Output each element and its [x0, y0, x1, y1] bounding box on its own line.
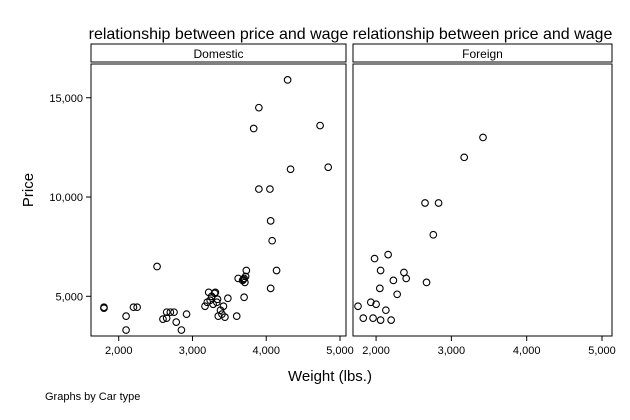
data-point-foreign: [359, 314, 368, 322]
x-tick-label-foreign: 4,000: [513, 345, 541, 357]
data-point-domestic: [170, 308, 178, 317]
data-point-foreign: [376, 266, 385, 275]
data-point-domestic: [122, 312, 130, 320]
y-axis-title: Price: [20, 173, 37, 207]
data-point-domestic: [211, 288, 220, 297]
y-tick-label: 15,000: [49, 93, 83, 105]
data-point-domestic: [224, 294, 232, 303]
data-point-foreign: [402, 274, 411, 283]
chart-text: relationship between price and wage Domes…: [49, 26, 615, 357]
data-point-domestic: [255, 185, 263, 193]
data-point-foreign: [372, 300, 380, 309]
data-point-foreign: [460, 153, 469, 162]
data-point-domestic: [286, 165, 295, 174]
data-point-foreign: [354, 302, 362, 311]
data-point-domestic: [209, 300, 217, 309]
data-point-domestic: [212, 298, 221, 307]
data-point-domestic: [166, 308, 175, 317]
panel-title-domestic: relationship between price and wage: [89, 26, 349, 43]
data-point-domestic: [201, 302, 209, 311]
data-point-domestic: [129, 303, 138, 312]
data-point-foreign: [421, 199, 429, 207]
x-tick-label-domestic: 3,000: [179, 345, 207, 357]
data-point-domestic: [133, 303, 141, 312]
data-point-foreign: [387, 316, 395, 324]
x-tick-label-foreign: 5,000: [588, 345, 616, 357]
data-point-domestic: [100, 303, 108, 312]
x-tick-label-foreign: 2,000: [362, 345, 390, 357]
data-point-foreign: [429, 230, 438, 239]
y-tick-label: 10,000: [49, 192, 83, 204]
x-tick-label-foreign: 3,000: [438, 345, 466, 357]
data-point-foreign: [369, 314, 377, 322]
data-point-domestic: [255, 103, 263, 112]
data-point-domestic: [266, 284, 275, 293]
strip-label-domestic: Domestic: [193, 47, 243, 61]
data-point-domestic: [266, 185, 274, 193]
data-point-domestic: [177, 326, 186, 334]
plot-frame-foreign: [352, 63, 613, 337]
data-point-foreign: [382, 306, 390, 315]
data-point-domestic: [162, 314, 171, 322]
x-tick-label-domestic: 5,000: [326, 345, 354, 357]
data-point-domestic: [234, 274, 243, 283]
x-axis-title: Weight (lbs.): [288, 368, 372, 385]
data-point-domestic: [240, 278, 249, 287]
data-point-domestic: [240, 274, 248, 283]
data-point-domestic: [210, 289, 219, 298]
data-point-domestic: [241, 272, 250, 281]
data-point-domestic: [249, 124, 258, 133]
y-tick-label: 5,000: [55, 291, 83, 303]
data-point-foreign: [384, 250, 392, 259]
data-point-domestic: [162, 308, 171, 317]
graphs-by-note: Graphs by Car type: [45, 391, 140, 403]
data-point-domestic: [153, 262, 161, 271]
data-point-domestic: [232, 312, 241, 320]
data-point-domestic: [213, 295, 222, 304]
data-point-domestic: [316, 121, 324, 130]
panel-frames: [86, 43, 613, 341]
data-point-foreign: [479, 133, 487, 142]
data-point-domestic: [324, 163, 333, 172]
data-point-domestic: [159, 315, 167, 323]
data-point-foreign: [370, 254, 379, 263]
data-point-domestic: [182, 310, 191, 319]
data-point-domestic: [242, 266, 251, 275]
data-point-domestic: [172, 318, 181, 326]
data-point-foreign: [376, 316, 385, 324]
data-point-domestic: [122, 326, 130, 334]
data-point-foreign: [422, 278, 431, 287]
data-point-foreign: [389, 276, 398, 285]
strip-header-domestic: [90, 43, 347, 63]
data-point-domestic: [266, 216, 275, 225]
data-point-domestic: [283, 76, 292, 84]
x-tick-label-domestic: 2,000: [105, 345, 133, 357]
panel-title-foreign: relationship between price and wage: [353, 26, 613, 43]
data-point-foreign: [434, 199, 443, 207]
data-point-domestic: [272, 266, 281, 275]
data-point-foreign: [366, 298, 375, 307]
strip-label-foreign: Foreign: [462, 47, 503, 61]
data-point-foreign: [393, 290, 402, 299]
data-point-domestic: [240, 293, 248, 302]
data-point-foreign: [375, 284, 384, 293]
data-points: [100, 76, 487, 334]
data-point-domestic: [219, 302, 228, 311]
data-point-domestic: [221, 313, 229, 321]
data-point-domestic: [268, 236, 276, 245]
plot-frame-domestic: [90, 63, 347, 337]
x-tick-label-domestic: 4,000: [252, 345, 280, 357]
strip-header-foreign: [352, 43, 613, 63]
